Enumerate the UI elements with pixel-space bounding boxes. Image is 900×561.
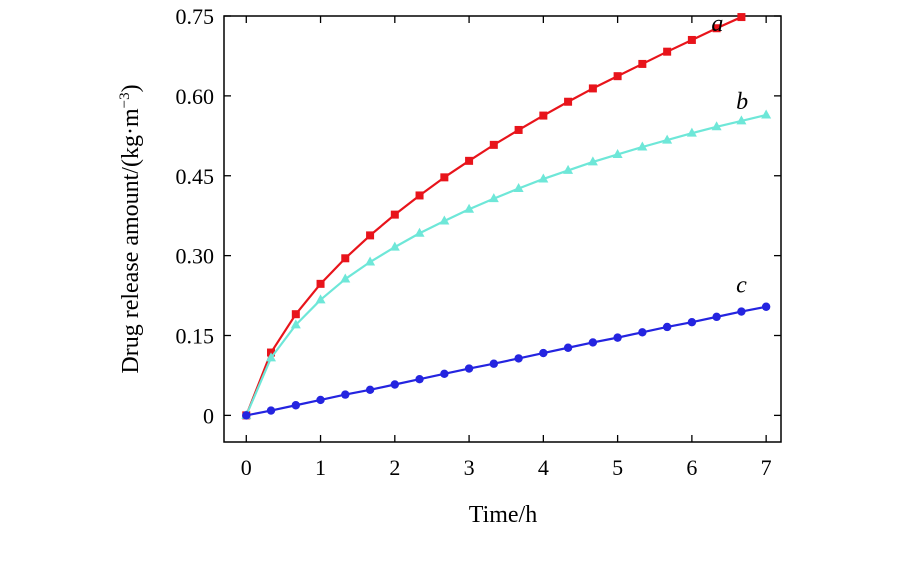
x-tick-label: 7	[761, 455, 772, 480]
series-c-point	[588, 338, 598, 347]
series-c-point	[316, 395, 325, 405]
series-b-point	[686, 127, 697, 137]
series-a	[242, 13, 746, 420]
series-c-point	[514, 354, 523, 363]
series-a-point	[291, 310, 300, 319]
series-b-point	[340, 273, 351, 283]
y-tick-label: 0.15	[176, 324, 215, 349]
series-b-point	[761, 109, 772, 119]
y-tick-label: 0.60	[176, 84, 215, 109]
series-a-point	[564, 97, 573, 106]
series-a-line	[245, 16, 742, 416]
series-a-point	[390, 210, 399, 219]
series-b-point	[538, 173, 549, 183]
x-tick-label: 1	[315, 455, 326, 480]
series-a-point	[588, 84, 597, 93]
x-tick-label: 3	[464, 455, 475, 480]
series-c-line	[246, 305, 767, 417]
series-c-point	[563, 343, 573, 352]
axis-tick-labels: 0 1 2 3 4 5 6 7 0 0.15 0.30 0.45 0.60 0.75	[176, 4, 772, 480]
x-tick-label: 6	[686, 455, 697, 480]
series-c-point	[489, 359, 499, 368]
series-a-point	[341, 254, 350, 263]
x-tick-label: 0	[241, 455, 252, 480]
series-c-point	[341, 390, 350, 399]
y-axis-label-main: Drug release amount/(kg·m	[118, 108, 144, 374]
series-a-point	[316, 279, 325, 288]
series-layer	[241, 13, 772, 420]
series-c-point	[662, 322, 672, 332]
y-tick-label: 0.75	[176, 4, 215, 29]
series-a-point	[712, 24, 721, 33]
series-c-point	[464, 364, 474, 373]
series-c-point	[365, 385, 375, 395]
curve-label-a: a	[711, 11, 723, 37]
series-c-point	[390, 380, 400, 389]
series-b-point	[414, 227, 425, 237]
curve-label-c: c	[736, 273, 747, 299]
y-axis-label-close: )	[118, 84, 144, 92]
series-a-point	[514, 125, 523, 134]
plot-frame	[223, 15, 782, 443]
series-b-point	[612, 148, 623, 158]
series-c-point	[638, 328, 647, 337]
series-c-point	[415, 374, 424, 384]
series-c-point	[613, 333, 622, 342]
series-c-point	[291, 401, 301, 410]
curve-label-b: b	[736, 89, 748, 115]
x-tick-label: 4	[538, 455, 549, 480]
series-c-point	[761, 302, 771, 311]
series-b-line	[245, 113, 767, 416]
series-b-point	[587, 156, 598, 166]
series-a-point	[613, 72, 622, 81]
series-b-point	[464, 203, 475, 213]
series-b-point	[637, 141, 648, 151]
series-c-point	[712, 312, 721, 322]
series-a-point	[465, 156, 474, 165]
series-c-point	[440, 369, 449, 379]
series-b-point	[365, 256, 376, 266]
series-c-point	[687, 317, 697, 327]
curve-labels: a b c	[711, 11, 748, 299]
series-a-point	[366, 231, 375, 240]
axis-ticks	[224, 15, 781, 442]
series-a-point	[440, 173, 449, 182]
x-tick-label: 2	[389, 455, 400, 480]
series-b-point	[662, 134, 673, 144]
series-c-point	[266, 406, 276, 415]
series-b-point	[736, 115, 747, 125]
series-a-point	[737, 13, 746, 22]
y-tick-label: 0.45	[176, 164, 215, 189]
series-b-point	[488, 193, 499, 203]
series-a-point	[663, 47, 672, 56]
series-b-point	[315, 294, 326, 304]
series-b-point	[513, 183, 524, 193]
series-b-point	[266, 352, 277, 362]
y-tick-label: 0	[203, 403, 214, 428]
series-b-point	[711, 121, 722, 131]
series-b-point	[439, 215, 450, 225]
y-tick-label: 0.30	[176, 244, 215, 269]
series-a-point	[638, 59, 647, 68]
series-c-point	[737, 307, 746, 316]
series-b	[241, 109, 772, 419]
x-tick-label: 5	[612, 455, 623, 480]
series-c-point	[242, 411, 251, 420]
series-c	[242, 302, 771, 420]
series-a-point	[415, 191, 424, 200]
x-axis-label: Time/h	[469, 502, 537, 528]
series-b-point	[563, 164, 574, 174]
series-b-point	[290, 319, 301, 329]
y-axis-label: Drug release amount/(kg·m−3)	[117, 84, 144, 373]
series-a-point	[687, 35, 696, 44]
series-a-point	[539, 111, 548, 120]
series-c-point	[539, 348, 548, 358]
series-a-point	[489, 140, 498, 149]
series-b-point	[389, 241, 400, 251]
y-axis-label-sup: −3	[117, 92, 133, 108]
